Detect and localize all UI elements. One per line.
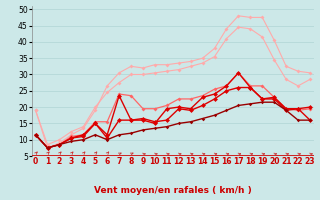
Text: 4: 4: [81, 157, 86, 166]
Text: 14: 14: [197, 157, 208, 166]
Text: 12: 12: [173, 157, 184, 166]
Text: 18: 18: [245, 157, 256, 166]
Text: 23: 23: [305, 157, 315, 166]
Text: 0: 0: [33, 157, 38, 166]
Text: 16: 16: [221, 157, 232, 166]
Text: 21: 21: [281, 157, 292, 166]
Text: 17: 17: [233, 157, 244, 166]
Text: 19: 19: [257, 157, 268, 166]
Text: 5: 5: [93, 157, 98, 166]
Text: 3: 3: [69, 157, 74, 166]
Text: 2: 2: [57, 157, 62, 166]
Text: 10: 10: [150, 157, 160, 166]
Text: 22: 22: [293, 157, 303, 166]
Text: 20: 20: [269, 157, 279, 166]
Text: 6: 6: [105, 157, 110, 166]
Text: 9: 9: [140, 157, 146, 166]
Text: 8: 8: [128, 157, 134, 166]
Text: 11: 11: [162, 157, 172, 166]
Text: 15: 15: [209, 157, 220, 166]
X-axis label: Vent moyen/en rafales ( km/h ): Vent moyen/en rafales ( km/h ): [94, 186, 252, 195]
Text: 13: 13: [186, 157, 196, 166]
Text: 7: 7: [116, 157, 122, 166]
Text: 1: 1: [45, 157, 50, 166]
